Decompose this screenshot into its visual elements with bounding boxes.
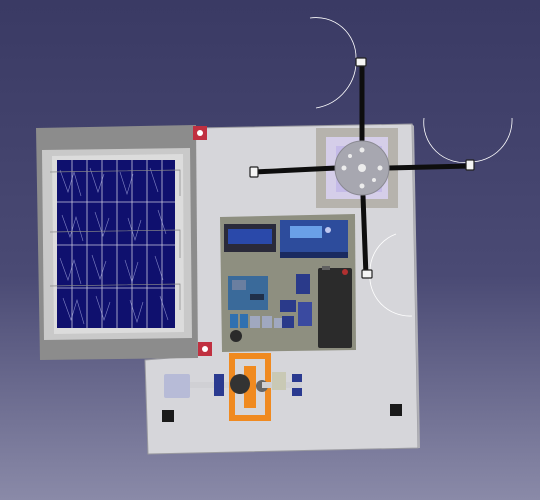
- turbine-arms: [251, 61, 473, 279]
- buzzer: [230, 330, 242, 342]
- corner-mount-bottom: [198, 342, 212, 356]
- battery: [318, 266, 352, 348]
- wind-turbine[interactable]: [249, 17, 513, 317]
- mount-foot-right: [390, 404, 402, 416]
- mount-foot-left: [162, 410, 174, 422]
- turbine-hub: [334, 140, 390, 196]
- solar-cells: [57, 160, 175, 328]
- cell-grid: [57, 160, 175, 328]
- arm-tips: [249, 57, 475, 279]
- sensor-modules: [230, 274, 312, 328]
- electronics-board[interactable]: [220, 214, 356, 352]
- microcontroller-board: [228, 276, 268, 310]
- corner-mount-top: [193, 126, 207, 140]
- motor: [164, 374, 190, 398]
- lcd-display: [224, 224, 276, 252]
- drive-shaft: [190, 382, 260, 388]
- solar-panel[interactable]: [36, 125, 198, 360]
- charge-controller: [280, 220, 348, 258]
- gearbox-assembly[interactable]: [164, 353, 302, 421]
